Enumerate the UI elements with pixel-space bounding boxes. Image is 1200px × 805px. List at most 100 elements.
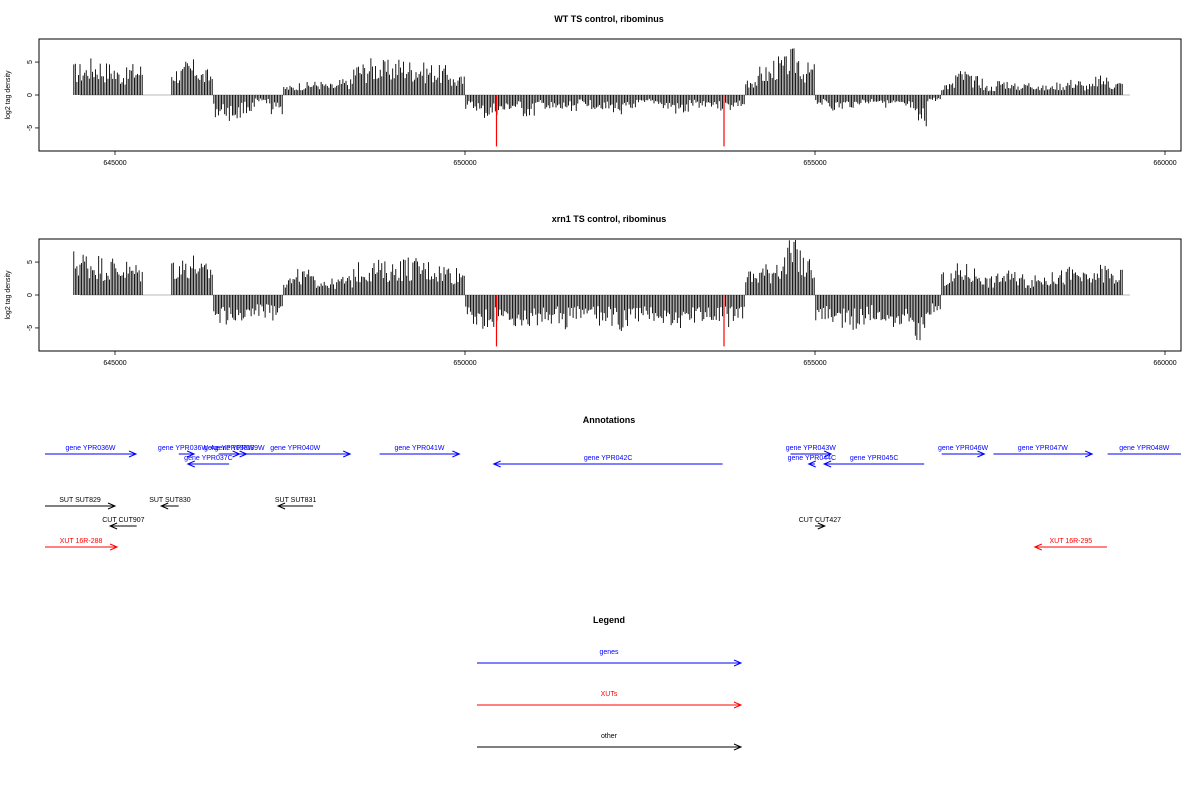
x-tick-label: 645000 bbox=[103, 360, 126, 367]
x-tick-label: 645000 bbox=[103, 160, 126, 167]
arrowhead-icon bbox=[452, 450, 461, 458]
legend-label: other bbox=[601, 733, 618, 740]
legend-item: other bbox=[477, 733, 743, 751]
y-tick-label: 5 bbox=[27, 260, 34, 264]
feature-label: gene YPR040W bbox=[270, 445, 320, 452]
annotations-title: Annotations bbox=[583, 415, 636, 425]
feature-label: gene YPR041W bbox=[394, 445, 444, 452]
y-axis-label: log2 tag density bbox=[5, 270, 12, 320]
y-tick-label: -5 bbox=[27, 325, 34, 331]
x-tick-label: 660000 bbox=[1153, 160, 1176, 167]
x-axis: 645000 650000 655000 660000 bbox=[103, 151, 1177, 167]
arrowhead-icon bbox=[108, 522, 118, 530]
feature-label: gene YPR037C bbox=[184, 455, 233, 462]
y-tick-label: 0 bbox=[27, 293, 34, 297]
feature-gene: gene YPR046W bbox=[938, 445, 988, 458]
feature-label: SUT SUT829 bbox=[59, 497, 101, 504]
feature-other: SUT SUT830 bbox=[149, 497, 191, 510]
feature-gene: gene YPR036W-A bbox=[158, 445, 215, 458]
panel-xrn1-ts-control: xrn1 TS control, ribominus log2 tag dens… bbox=[5, 214, 1182, 367]
arrowhead-icon bbox=[343, 450, 352, 458]
legend-item: genes bbox=[477, 649, 743, 667]
y-axis-label: log2 tag density bbox=[5, 70, 12, 120]
feature-gene: gene YPR036W bbox=[45, 445, 138, 458]
feature-label: gene YPR046W bbox=[938, 445, 988, 452]
arrowhead-icon bbox=[977, 450, 986, 458]
arrowhead-icon bbox=[186, 460, 195, 468]
arrowhead-icon bbox=[822, 460, 832, 468]
feature-gene: gene YPR041W bbox=[379, 445, 461, 458]
feature-gene: gene YPR044C bbox=[788, 455, 837, 468]
panel-title: WT TS control, ribominus bbox=[554, 14, 664, 24]
x-tick-label: 660000 bbox=[1153, 360, 1176, 367]
feature-label: gene YPR042C bbox=[584, 455, 633, 462]
arrowhead-icon bbox=[1085, 450, 1094, 458]
x-axis: 645000 650000 655000 660000 bbox=[103, 351, 1177, 367]
feature-label: CUT CUT427 bbox=[799, 517, 841, 524]
x-tick-label: 655000 bbox=[803, 160, 826, 167]
annotations-track: Annotations gene YPR036W gene YPR036W-Age… bbox=[45, 415, 1181, 551]
y-tick-label: 5 bbox=[27, 60, 34, 64]
panel-wt-ts-control: WT TS control, ribominus log2 tag densit… bbox=[5, 14, 1182, 167]
arrowhead-icon bbox=[817, 522, 827, 530]
legend-label: XUTs bbox=[601, 691, 618, 698]
y-tick-label: -5 bbox=[27, 125, 34, 131]
arrowhead-icon bbox=[492, 460, 501, 468]
arrowhead-icon bbox=[733, 659, 743, 667]
feature-label: gene YPR044C bbox=[788, 455, 837, 462]
feature-gene: gene YPR040W bbox=[240, 445, 352, 458]
feature-label: XUT 16R-295 bbox=[1050, 538, 1093, 545]
arrowhead-icon bbox=[128, 450, 138, 458]
feature-gene: gene YPR037C bbox=[184, 455, 233, 468]
arrowhead-icon bbox=[1033, 543, 1042, 551]
feature-xut: XUT 16R-295 bbox=[1033, 538, 1107, 551]
arrowhead-icon bbox=[733, 743, 743, 751]
feature-label: gene YPR045C bbox=[850, 455, 899, 462]
arrowhead-icon bbox=[159, 502, 169, 510]
feature-other: SUT SUT829 bbox=[45, 497, 117, 510]
feature-label: gene YPR036W-A bbox=[158, 445, 215, 452]
arrowhead-icon bbox=[807, 460, 816, 468]
feature-label: gene YPR048W bbox=[1119, 445, 1169, 452]
feature-label: gene YPR047W bbox=[1018, 445, 1068, 452]
legend: Legend genes XUTs other bbox=[477, 615, 743, 751]
y-tick-label: 0 bbox=[27, 93, 34, 97]
x-tick-label: 650000 bbox=[453, 160, 476, 167]
feature-xut: XUT 16R-288 bbox=[45, 538, 119, 551]
arrowhead-icon bbox=[276, 502, 286, 510]
feature-other: CUT CUT427 bbox=[799, 517, 841, 530]
y-axis: 5 0 -5 bbox=[27, 260, 39, 331]
panel-title: xrn1 TS control, ribominus bbox=[552, 214, 667, 224]
feature-other: SUT SUT831 bbox=[275, 497, 317, 510]
feature-gene: gene YPR043W bbox=[786, 445, 836, 458]
legend-title: Legend bbox=[593, 615, 625, 625]
feature-gene: gene YPR048W bbox=[1107, 445, 1181, 455]
bar-series bbox=[73, 239, 1123, 347]
feature-label: SUT SUT830 bbox=[149, 497, 191, 504]
feature-gene: gene YPR042C bbox=[492, 455, 723, 468]
x-tick-label: 650000 bbox=[453, 360, 476, 367]
arrowhead-icon bbox=[823, 450, 833, 458]
feature-label: CUT CUT907 bbox=[102, 517, 144, 524]
legend-items: genes XUTs other bbox=[477, 649, 743, 751]
legend-label: genes bbox=[599, 649, 619, 656]
feature-label: XUT 16R-288 bbox=[60, 538, 103, 545]
feature-label: gene YPR043W bbox=[786, 445, 836, 452]
feature-gene: gene YPR047W bbox=[993, 445, 1094, 458]
feature-label: SUT SUT831 bbox=[275, 497, 317, 504]
bar-series bbox=[73, 48, 1123, 147]
legend-item: XUTs bbox=[477, 691, 743, 709]
feature-label: gene YPR038W bbox=[204, 445, 254, 452]
feature-gene: gene YPR045C bbox=[822, 455, 925, 468]
y-axis: 5 0 -5 bbox=[27, 60, 39, 131]
feature-label: gene YPR036W bbox=[65, 445, 115, 452]
arrowhead-icon bbox=[186, 450, 196, 458]
arrowhead-icon bbox=[733, 701, 743, 709]
arrowhead-icon bbox=[107, 502, 117, 510]
feature-other: CUT CUT907 bbox=[102, 517, 145, 530]
x-tick-label: 655000 bbox=[803, 360, 826, 367]
feature-label: gene YPR039W bbox=[215, 445, 265, 452]
